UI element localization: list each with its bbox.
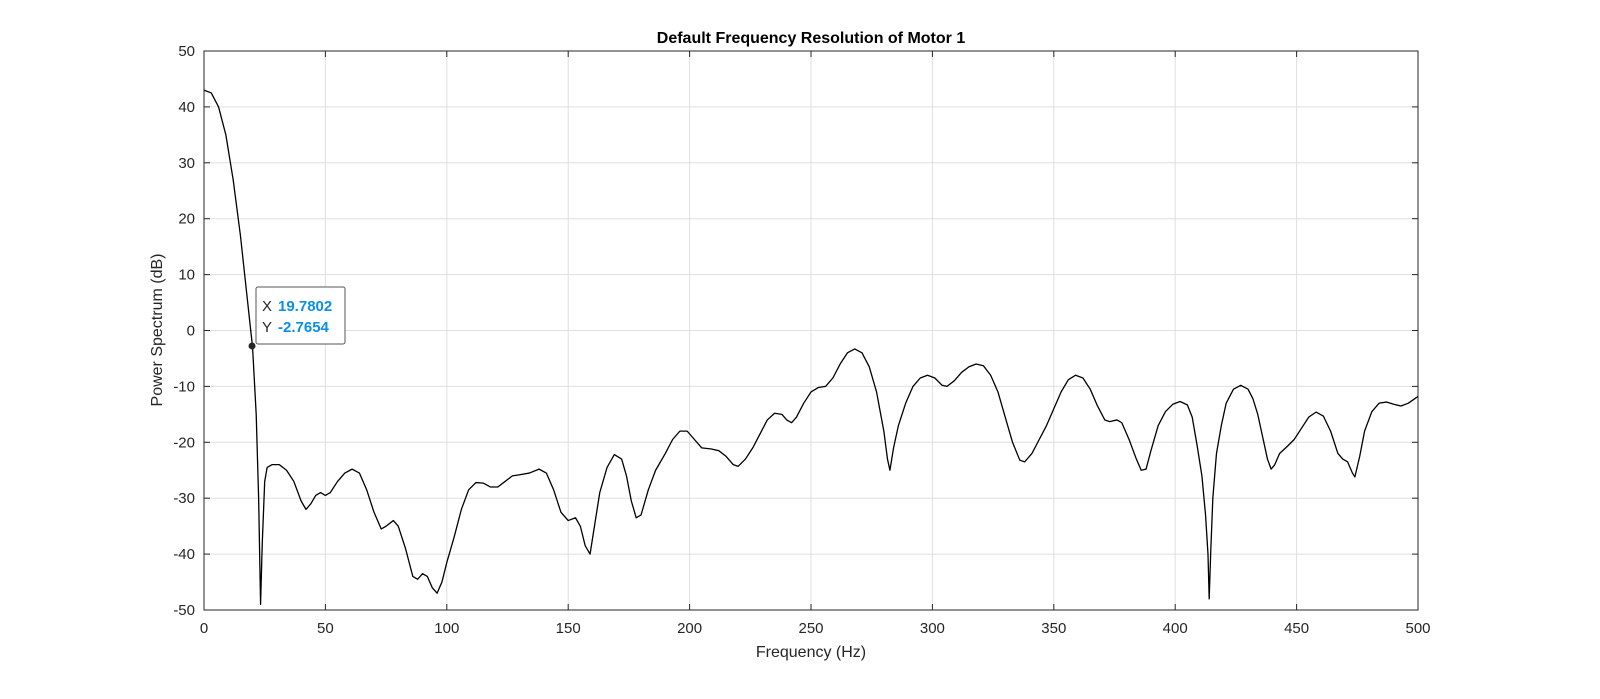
y-tick-label: -40 xyxy=(173,546,195,563)
y-axis-title: Power Spectrum (dB) xyxy=(149,254,166,407)
y-tick-label: 50 xyxy=(178,43,195,60)
x-tick-label: 350 xyxy=(1041,620,1066,637)
data-tip-y-value: -2.7654 xyxy=(278,319,330,336)
data-tip[interactable]: X 19.7802 Y -2.7654 xyxy=(248,286,346,350)
x-tick-label: 200 xyxy=(677,620,702,637)
x-tick-label: 500 xyxy=(1405,620,1430,637)
y-tick-label: -10 xyxy=(173,378,195,395)
x-tick-label: 450 xyxy=(1284,620,1309,637)
data-tip-box xyxy=(255,286,346,345)
data-tip-x-key: X xyxy=(262,298,272,315)
y-tick-label: 0 xyxy=(187,323,195,340)
series-line-0 xyxy=(203,89,1419,606)
x-tick-label: 150 xyxy=(556,620,581,637)
x-tick-label: 100 xyxy=(434,620,459,637)
x-tick-label: 0 xyxy=(200,620,208,637)
data-tip-y-key: Y xyxy=(262,319,272,336)
y-tick-label: -20 xyxy=(173,434,195,451)
y-tick-labels: 50 40 30 20 10 0 -10 -20 -30 -40 -50 xyxy=(173,43,195,619)
chart-title: Default Frequency Resolution of Motor 1 xyxy=(657,30,966,47)
y-tick-label: 10 xyxy=(178,267,195,284)
y-tick-label: -50 xyxy=(173,602,195,619)
y-tick-label: 20 xyxy=(178,211,195,228)
x-tick-label: 50 xyxy=(317,620,334,637)
data-tip-marker[interactable] xyxy=(248,342,256,350)
series-layer xyxy=(203,89,1419,606)
x-tick-label: 250 xyxy=(798,620,823,637)
x-axis-title: Frequency (Hz) xyxy=(756,644,866,661)
data-tip-x-value: 19.7802 xyxy=(278,298,332,315)
tick-marks xyxy=(203,50,1419,611)
x-tick-label: 300 xyxy=(920,620,945,637)
y-tick-label: -30 xyxy=(173,490,195,507)
x-tick-labels: 0 50 100 150 200 250 300 350 400 450 500 xyxy=(200,620,1431,637)
y-tick-label: 30 xyxy=(178,155,195,172)
x-tick-label: 400 xyxy=(1163,620,1188,637)
y-tick-label: 40 xyxy=(178,99,195,116)
